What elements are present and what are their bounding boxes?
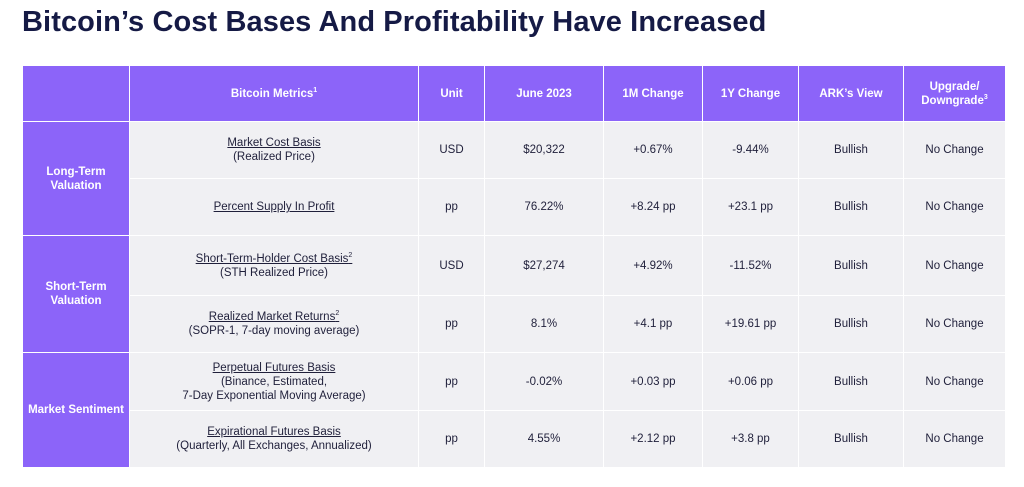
change-cell: No Change bbox=[903, 178, 1006, 236]
view-cell: Bullish bbox=[798, 121, 904, 179]
change-cell: No Change bbox=[903, 295, 1006, 353]
table-row: Long-Term Valuation Market Cost Basis (R… bbox=[22, 121, 1006, 236]
metric-cell: Perpetual Futures Basis (Binance, Estima… bbox=[129, 352, 419, 411]
metric-desc: 7-Day Exponential Moving Average) bbox=[182, 389, 366, 402]
header-unit: Unit bbox=[418, 65, 485, 122]
unit-cell: USD bbox=[418, 235, 485, 296]
page-title: Bitcoin’s Cost Bases And Profitability H… bbox=[22, 6, 767, 38]
header-view: ARK’s View bbox=[798, 65, 904, 122]
metric-name: Short-Term-Holder Cost Basis2 bbox=[195, 251, 353, 265]
y1-cell: -9.44% bbox=[702, 121, 799, 179]
header-blank bbox=[22, 65, 130, 122]
metric-desc: (Binance, Estimated, bbox=[220, 375, 328, 388]
metric-name: Perpetual Futures Basis bbox=[212, 361, 336, 374]
unit-cell: pp bbox=[418, 295, 485, 353]
metric-name: Percent Supply In Profit bbox=[213, 201, 335, 213]
group-short-term: Short-Term Valuation bbox=[22, 235, 130, 353]
june-cell: -0.02% bbox=[484, 352, 604, 411]
group-long-term: Long-Term Valuation bbox=[22, 121, 130, 236]
m1-cell: +8.24 pp bbox=[603, 178, 703, 236]
y1-cell: +19.61 pp bbox=[702, 295, 799, 353]
change-cell: No Change bbox=[903, 121, 1006, 179]
m1-cell: +0.67% bbox=[603, 121, 703, 179]
metric-name: Expirational Futures Basis bbox=[207, 426, 341, 438]
header-upgrade: Upgrade/Downgrade3 bbox=[903, 65, 1006, 122]
metric-desc: (Realized Price) bbox=[233, 151, 315, 163]
metric-cell: Realized Market Returns2 (SOPR-1, 7-day … bbox=[129, 295, 419, 353]
view-cell: Bullish bbox=[798, 410, 904, 468]
m1-cell: +0.03 pp bbox=[603, 352, 703, 411]
table-row: Realized Market Returns2 (SOPR-1, 7-day … bbox=[23, 295, 1006, 353]
metric-desc: (Quarterly, All Exchanges, Annualized) bbox=[176, 440, 372, 452]
m1-cell: +2.12 pp bbox=[603, 410, 703, 468]
metric-desc: (SOPR-1, 7-day moving average) bbox=[188, 325, 360, 337]
table-row: Percent Supply In Profit pp 76.22% +8.24… bbox=[23, 178, 1006, 236]
metrics-table: Bitcoin Metrics1 Unit June 2023 1M Chang… bbox=[22, 65, 1006, 468]
unit-cell: pp bbox=[418, 178, 485, 236]
header-row: Bitcoin Metrics1 Unit June 2023 1M Chang… bbox=[22, 65, 1006, 122]
y1-cell: +3.8 pp bbox=[702, 410, 799, 468]
metric-cell: Percent Supply In Profit bbox=[129, 178, 419, 236]
y1-cell: +0.06 pp bbox=[702, 352, 799, 411]
header-1y: 1Y Change bbox=[702, 65, 799, 122]
header-metrics: Bitcoin Metrics1 bbox=[129, 65, 419, 122]
metric-name: Market Cost Basis bbox=[227, 137, 321, 149]
y1-cell: +23.1 pp bbox=[702, 178, 799, 236]
june-cell: 76.22% bbox=[484, 178, 604, 236]
table-row: Expirational Futures Basis (Quarterly, A… bbox=[23, 410, 1006, 468]
metric-desc: (STH Realized Price) bbox=[220, 266, 328, 279]
table-row: Short-Term Valuation Short-Term-Holder C… bbox=[22, 235, 1006, 353]
june-cell: $27,274 bbox=[484, 235, 604, 296]
metric-name: Realized Market Returns2 bbox=[208, 310, 340, 323]
view-cell: Bullish bbox=[798, 178, 904, 236]
change-cell: No Change bbox=[903, 352, 1006, 411]
header-june: June 2023 bbox=[484, 65, 604, 122]
change-cell: No Change bbox=[903, 410, 1006, 468]
june-cell: $20,322 bbox=[484, 121, 604, 179]
change-cell: No Change bbox=[903, 235, 1006, 296]
view-cell: Bullish bbox=[798, 235, 904, 296]
view-cell: Bullish bbox=[798, 352, 904, 411]
metric-cell: Short-Term-Holder Cost Basis2 (STH Reali… bbox=[129, 235, 419, 296]
view-cell: Bullish bbox=[798, 295, 904, 353]
m1-cell: +4.1 pp bbox=[603, 295, 703, 353]
header-1m: 1M Change bbox=[603, 65, 703, 122]
m1-cell: +4.92% bbox=[603, 235, 703, 296]
table-row: Market Sentiment Perpetual Futures Basis… bbox=[22, 352, 1006, 468]
unit-cell: USD bbox=[418, 121, 485, 179]
metric-cell: Market Cost Basis (Realized Price) bbox=[129, 121, 419, 179]
unit-cell: pp bbox=[418, 352, 485, 411]
june-cell: 8.1% bbox=[484, 295, 604, 353]
june-cell: 4.55% bbox=[484, 410, 604, 468]
y1-cell: -11.52% bbox=[702, 235, 799, 296]
group-market-sentiment: Market Sentiment bbox=[22, 352, 130, 468]
metric-cell: Expirational Futures Basis (Quarterly, A… bbox=[129, 410, 419, 468]
unit-cell: pp bbox=[418, 410, 485, 468]
